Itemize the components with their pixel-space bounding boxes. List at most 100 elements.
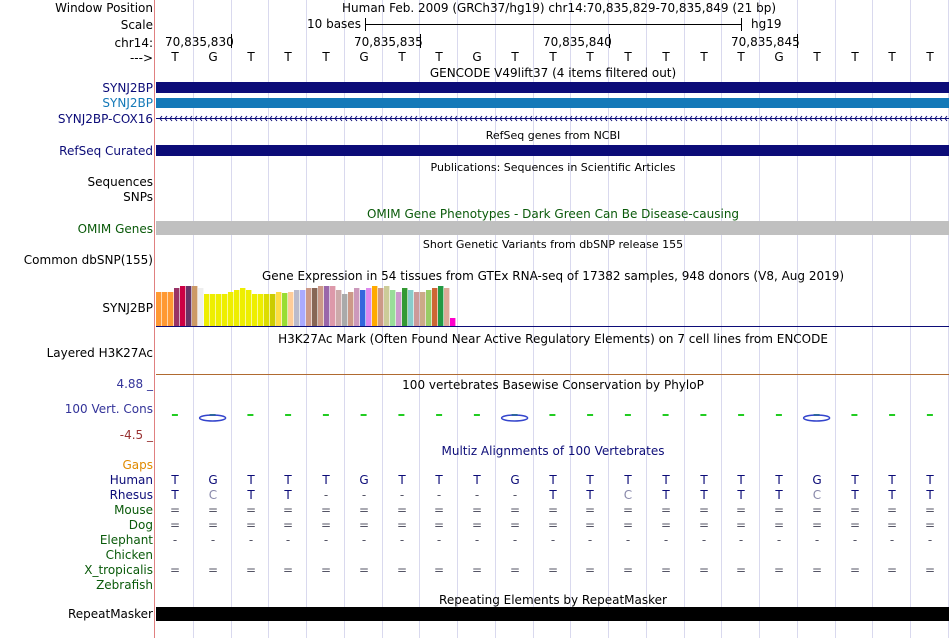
gtex-bar[interactable] — [432, 288, 438, 326]
gtex-bar[interactable] — [258, 294, 264, 326]
gtex-bar[interactable] — [402, 288, 408, 326]
gtex-bar[interactable] — [336, 290, 342, 326]
gtex-bar[interactable] — [378, 288, 384, 326]
gtex-bar[interactable] — [342, 294, 348, 326]
gtex-bar[interactable] — [312, 288, 318, 326]
gtex-bar[interactable] — [168, 292, 174, 326]
multiz-species-label[interactable]: Elephant — [99, 533, 153, 547]
gtex-bar[interactable] — [390, 290, 396, 326]
gtex-bar[interactable] — [318, 286, 324, 326]
dbsnp-label[interactable]: Common dbSNP(155) — [23, 253, 153, 267]
gtex-bar[interactable] — [354, 288, 360, 326]
gtex-bar[interactable] — [438, 286, 444, 326]
gtex-bar[interactable] — [156, 292, 162, 326]
gencode-label-3[interactable]: SYNJ2BP-COX16 — [57, 112, 153, 126]
repeatmasker-title[interactable]: Repeating Elements by RepeatMasker — [439, 593, 667, 607]
omim-bar[interactable] — [156, 221, 949, 235]
gtex-bar-chart[interactable] — [156, 284, 949, 328]
gtex-bar[interactable] — [186, 286, 192, 326]
gtex-bar[interactable] — [252, 294, 258, 326]
gtex-bar[interactable] — [222, 294, 228, 326]
window-position-value[interactable]: Human Feb. 2009 (GRCh37/hg19) chr14:70,8… — [342, 1, 777, 15]
gencode-label-1[interactable]: SYNJ2BP — [102, 81, 153, 95]
refseq-title[interactable]: RefSeq genes from NCBI — [485, 129, 621, 142]
gtex-bar[interactable] — [366, 288, 372, 326]
multiz-title[interactable]: Multiz Alignments of 100 Vertebrates — [441, 444, 665, 458]
gtex-bar[interactable] — [174, 288, 180, 326]
gtex-bar[interactable] — [414, 292, 420, 326]
gene-bar-synj2bp-1[interactable] — [156, 82, 949, 93]
conservation-plot[interactable] — [156, 405, 949, 429]
gtex-bar[interactable] — [408, 290, 414, 326]
gtex-bar[interactable] — [234, 290, 240, 326]
publications-sequences-label[interactable]: Sequences — [87, 175, 153, 189]
gene-bar-synj2bp-2[interactable] — [156, 98, 949, 108]
repeatmasker-label[interactable]: RepeatMasker — [67, 607, 153, 621]
gtex-bar[interactable] — [450, 318, 456, 326]
gtex-bar[interactable] — [192, 286, 198, 326]
multiz-species-label[interactable]: Human — [109, 473, 153, 487]
strand-arrow — [909, 115, 913, 122]
h3k27ac-label[interactable]: Layered H3K27Ac — [46, 346, 153, 360]
h3k27ac-title[interactable]: H3K27Ac Mark (Often Found Near Active Re… — [278, 332, 828, 346]
gtex-bar[interactable] — [198, 288, 204, 326]
multiz-species-label[interactable]: Rhesus — [109, 488, 153, 502]
repeatmasker-bar[interactable] — [156, 607, 949, 621]
gtex-bar[interactable] — [348, 292, 354, 326]
gtex-label[interactable]: SYNJ2BP — [102, 301, 153, 315]
gtex-bar[interactable] — [228, 292, 234, 326]
conservation-label[interactable]: 100 Vert. Cons — [64, 402, 153, 416]
multiz-species-label[interactable]: Dog — [128, 518, 153, 532]
gtex-bar[interactable] — [264, 294, 270, 326]
strand-arrow — [509, 115, 513, 122]
alignment-cell: = — [245, 518, 257, 532]
gtex-bar[interactable] — [372, 286, 378, 326]
gtex-bar[interactable] — [162, 292, 168, 326]
gtex-bar[interactable] — [396, 292, 402, 326]
gtex-bar[interactable] — [426, 290, 432, 326]
publications-title[interactable]: Publications: Sequences in Scientific Ar… — [430, 161, 676, 174]
gtex-bar[interactable] — [216, 294, 222, 326]
conservation-mark — [171, 414, 178, 416]
gtex-bar[interactable] — [360, 290, 366, 326]
gencode-label-2[interactable]: SYNJ2BP — [102, 96, 153, 110]
gtex-bar[interactable] — [300, 290, 306, 326]
multiz-species-label[interactable]: Zebrafish — [96, 578, 153, 592]
gtex-bar[interactable] — [420, 292, 426, 326]
strand-arrow — [254, 115, 258, 122]
gtex-bar[interactable] — [384, 286, 390, 326]
gtex-bar[interactable] — [324, 286, 330, 326]
strand-arrow — [544, 115, 548, 122]
gtex-bar[interactable] — [276, 292, 282, 326]
alignment-cell: = — [471, 503, 483, 517]
gtex-bar[interactable] — [288, 292, 294, 326]
base: T — [700, 50, 708, 64]
refseq-label[interactable]: RefSeq Curated — [59, 144, 153, 158]
omim-label[interactable]: OMIM Genes — [77, 222, 153, 236]
gtex-bar[interactable] — [240, 288, 246, 326]
gtex-bar[interactable] — [180, 286, 186, 326]
gtex-bar[interactable] — [330, 286, 336, 326]
publications-snps-label[interactable]: SNPs — [123, 190, 153, 204]
gencode-title[interactable]: GENCODE V49lift37 (4 items filtered out) — [429, 66, 677, 80]
gene-bar-synj2bp-cox16[interactable] — [156, 113, 949, 124]
gtex-bar[interactable] — [306, 288, 312, 326]
gtex-bar[interactable] — [282, 293, 288, 326]
gtex-bar[interactable] — [204, 294, 210, 326]
omim-title[interactable]: OMIM Gene Phenotypes - Dark Green Can Be… — [366, 207, 740, 221]
gtex-bar[interactable] — [246, 290, 252, 326]
alignment-cell: - — [361, 488, 367, 502]
refseq-gene-bar[interactable] — [156, 145, 949, 156]
gtex-bar[interactable] — [444, 288, 450, 326]
gtex-title[interactable]: Gene Expression in 54 tissues from GTEx … — [261, 269, 845, 283]
gtex-bar[interactable] — [210, 294, 216, 326]
multiz-species-label[interactable]: Chicken — [105, 548, 153, 562]
multiz-species-label[interactable]: X_tropicalis — [84, 563, 153, 577]
base: T — [398, 50, 406, 64]
gtex-bar[interactable] — [294, 290, 300, 326]
multiz-species-label[interactable]: Mouse — [114, 503, 153, 517]
multiz-gaps-label[interactable]: Gaps — [122, 458, 153, 472]
dbsnp-title[interactable]: Short Genetic Variants from dbSNP releas… — [422, 238, 684, 251]
gtex-bar[interactable] — [270, 294, 276, 326]
conservation-title[interactable]: 100 vertebrates Basewise Conservation by… — [402, 378, 704, 392]
